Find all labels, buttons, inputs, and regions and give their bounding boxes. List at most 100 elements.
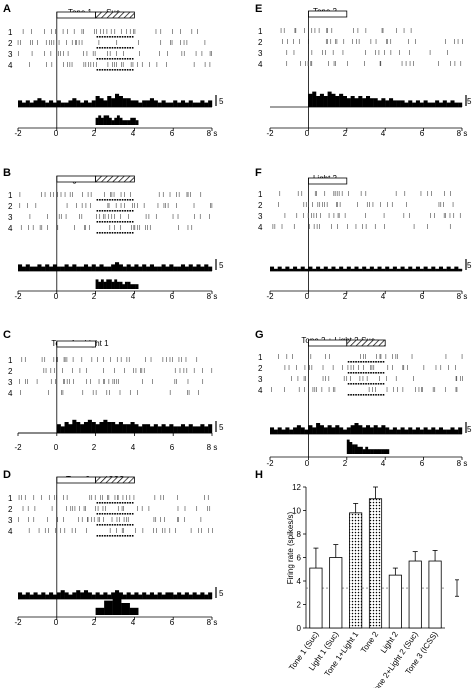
histogram-bar [354,266,359,271]
raster-row [284,365,456,374]
trial-number: 1 [258,190,263,199]
lick-dot [380,394,382,396]
lick-dot [101,502,104,504]
histogram-bar [87,419,92,433]
reward-histogram-bar [130,117,134,125]
lick-dot [370,361,372,363]
lick-dot [129,221,131,223]
histogram-bar [173,266,178,271]
lick-dot [362,372,365,374]
histogram-bar [103,100,108,107]
histogram-bar [438,102,443,107]
histogram-bar [111,98,116,107]
histogram-bar [327,425,332,434]
raster-row [279,191,451,196]
histogram-bar [312,427,317,434]
histogram-bar [64,102,69,107]
histogram-bar [296,425,301,434]
lick-dot [126,232,129,234]
histogram-bar [277,266,282,271]
reward-histogram-bar [365,446,369,454]
lick-dot [129,69,131,71]
panel-letter: G [255,329,264,341]
histogram-bar [312,91,317,107]
tick-label: 0 [54,443,59,452]
lick-dot [129,58,131,60]
lick-dot [99,513,101,515]
histogram-bar [64,592,69,599]
histogram-bar [184,592,189,599]
histogram-bar [56,424,61,433]
histogram-bar [346,98,351,107]
histogram-bar [146,424,151,433]
histogram-bar [165,426,170,433]
histogram-bar [134,424,139,433]
reward-histogram-bar [116,115,120,125]
bar [428,560,442,629]
histogram-bar [385,427,390,434]
lick-dot [114,36,116,38]
panel-c: C Tone 1 + Light 1 1 2 3 4 5 -2 0 2 4 6 … [3,329,224,452]
histogram-bar [435,100,440,107]
reward-bar [346,339,386,347]
histogram-bar [293,266,298,271]
histogram-bar [412,429,417,434]
raster-row [286,61,462,66]
reward-histogram-bar [114,117,118,125]
lick-dot [367,383,370,385]
tick-label: -2 [266,459,274,468]
histogram-bar [60,102,65,107]
histogram-bar [435,429,440,434]
tick-label: 4 [131,129,136,138]
lick-dot [131,232,134,234]
reward-histogram-bar [100,117,104,125]
histogram-bar [342,429,347,434]
histogram-bar [446,266,451,271]
histogram-bar [83,590,89,599]
reward-histogram-bar [95,607,105,615]
histogram-bar [122,98,127,107]
lick-dot [106,58,109,60]
histogram-bar [169,424,174,433]
trial-number: 2 [8,39,13,48]
histogram-bar [431,266,436,271]
reward-histogram [346,439,390,454]
histogram-bar [358,268,363,271]
lick-dot [114,502,116,504]
histogram-bar [270,266,275,271]
histogram-bar [389,268,394,271]
histogram-bar [369,98,374,107]
reward-histogram-bar [370,449,374,454]
panel-letter: E [255,3,262,15]
histogram-bar [308,266,313,271]
histogram-bar [45,264,50,271]
raster-row [18,51,212,60]
tick-label: 4 [381,459,386,468]
lick-dot [121,199,124,201]
histogram-bar [184,266,189,271]
lick-dot [96,199,99,201]
lick-dot [350,361,352,363]
histogram-bar [56,100,61,107]
reward-histogram-bar [354,444,358,454]
histogram-bar [142,424,147,433]
histogram-bar [342,96,347,107]
lick-dot [106,513,109,515]
panel-b: B Light 1 Suc 1 2 3 4 5 -2 0 2 4 6 8 s [3,167,224,301]
lick-dot [355,394,357,396]
histogram-bar [381,98,386,107]
lick-dot [365,394,367,396]
histogram-bar [138,594,143,599]
bar [309,567,323,629]
histogram-bar [289,429,294,434]
reward-histogram-bar [375,449,379,454]
y-tick-label: 0 [297,624,302,633]
histogram-bar [49,592,54,599]
histogram-bar [454,429,459,434]
histogram-bar [419,268,424,271]
histogram-bar [21,102,26,107]
histogram-bar [293,427,298,434]
reward-histogram-bar [122,284,126,289]
reward-histogram-bar [378,449,382,454]
